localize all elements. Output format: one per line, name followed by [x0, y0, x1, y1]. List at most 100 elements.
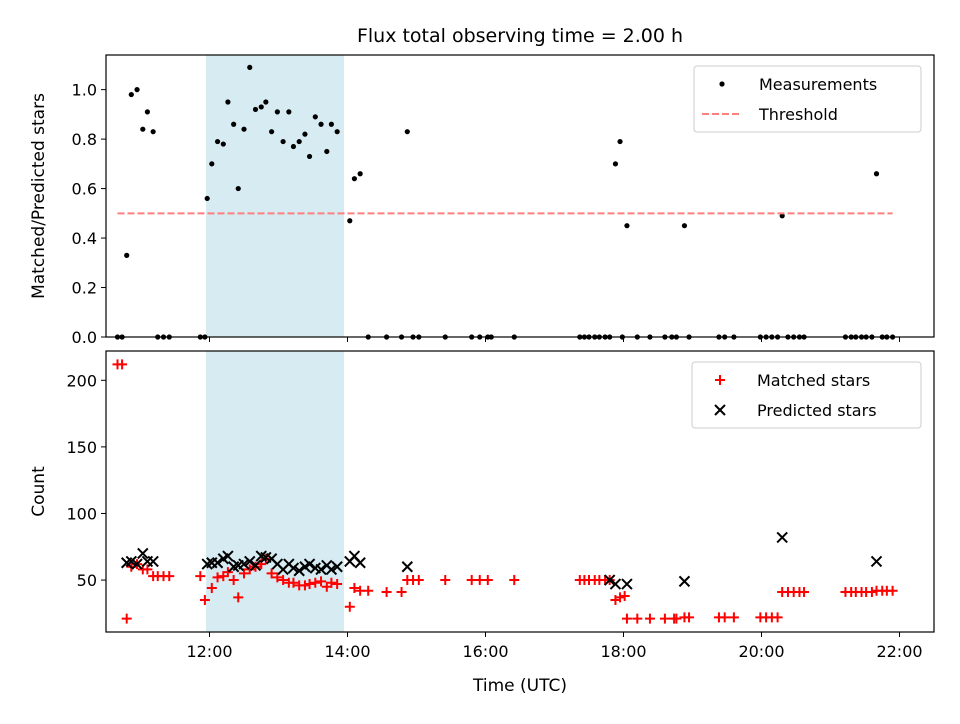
y-tick-label: 0.8: [72, 130, 97, 149]
measurement-point: [324, 148, 330, 155]
matched-star-marker: [228, 575, 239, 586]
matched-star-marker: [482, 575, 493, 586]
matched-star-marker: [266, 568, 277, 579]
legend-label: Matched stars: [757, 371, 870, 390]
panel-2: 50 100 150 200 12:00 14:00 16:00 18:00 20:00 22:0…: [29, 350, 935, 696]
predicted-star-marker: [222, 550, 234, 562]
matched-star-marker: [142, 564, 153, 575]
matched-star-marker: [332, 579, 343, 590]
axes-frame: [105, 54, 935, 338]
measurement-point: [779, 213, 785, 219]
series-cross: [120, 531, 883, 590]
legend-box: [691, 361, 922, 429]
matched-star-marker: [619, 591, 630, 602]
measurement-point: [150, 129, 156, 135]
y-axis-label: Count: [29, 466, 49, 517]
predicted-star-marker: [354, 557, 366, 569]
measurement-point: [225, 99, 231, 105]
measurement-point: [302, 131, 308, 137]
measurement-point: [306, 153, 313, 160]
matched-star-marker: [799, 587, 810, 598]
matched-star-marker: [206, 583, 217, 594]
predicted-star-marker: [776, 531, 788, 544]
series-plus: [112, 359, 898, 624]
x-tick-label: 14:00: [324, 642, 370, 661]
predicted-star-marker: [125, 555, 138, 568]
measurement-point: [274, 109, 280, 115]
x-tick-label: 20:00: [738, 642, 784, 661]
predicted-star-marker: [249, 559, 262, 572]
predicted-star-marker: [131, 558, 143, 570]
measurement-point: [269, 129, 275, 135]
measurement-point: [231, 121, 237, 127]
measurement-point: [263, 99, 269, 105]
panel-1: 0.0 0.2 0.4 0.6 0.8 1.0 Flux total observing t…: [29, 25, 935, 347]
matched-star-marker: [644, 613, 655, 624]
y-tick-label: 1.0: [72, 81, 97, 100]
predicted-star-marker: [137, 547, 149, 560]
chart-title: Flux total observing time = 2.00 h: [357, 25, 683, 47]
matched-star-marker: [288, 577, 299, 588]
y-tick-label: 200: [66, 371, 97, 390]
predicted-star-marker: [211, 557, 224, 569]
matched-star-marker: [272, 572, 283, 583]
legend-label: Threshold: [758, 105, 838, 124]
y-axis-label: Matched/Predicted stars: [29, 93, 49, 299]
predicted-star-marker: [303, 558, 316, 570]
measurement-point: [296, 138, 302, 145]
axes-frame: [105, 350, 935, 633]
matched-star-marker: [719, 612, 730, 623]
matched-star-marker: [199, 595, 210, 606]
legend-label: Measurements: [759, 75, 877, 94]
observing-window-span: [206, 55, 345, 337]
matched-star-marker: [363, 585, 374, 596]
matched-star-marker: [164, 571, 175, 582]
measurement-point: [873, 171, 880, 177]
predicted-star-marker: [147, 555, 159, 568]
measurement-point: [247, 64, 253, 70]
measurement-point: [235, 185, 241, 192]
matched-star-marker: [396, 587, 407, 598]
legend-marker-matched: [715, 375, 725, 385]
measurement-point: [220, 141, 226, 147]
predicted-star-marker: [621, 578, 633, 590]
y-tick-label: 100: [66, 504, 97, 523]
matched-star-marker: [671, 613, 682, 624]
predicted-star-marker: [293, 565, 305, 577]
matched-star-marker: [326, 577, 337, 588]
y-tick-label: 0.6: [72, 180, 97, 199]
measurement-point: [404, 129, 410, 135]
measurement-point: [286, 109, 292, 115]
legend-box: [693, 65, 922, 133]
measurement-point: [280, 138, 286, 145]
measurement-point: [252, 106, 259, 113]
measurement-point: [290, 143, 297, 150]
x-tick-label: 18:00: [600, 642, 646, 661]
measurement-point: [258, 104, 264, 110]
predicted-star-marker: [244, 555, 256, 568]
y-tick-label: 150: [66, 438, 97, 457]
predicted-star-marker: [603, 574, 616, 586]
measurement-point: [351, 176, 357, 182]
legend-marker-measurements: [719, 81, 725, 87]
matched-star-marker: [440, 575, 451, 586]
predicted-star-marker: [287, 562, 300, 574]
matched-star-marker: [659, 613, 670, 624]
matched-star-marker: [233, 592, 244, 603]
predicted-star-marker: [678, 575, 691, 588]
matched-star-marker: [117, 359, 128, 370]
matched-star-marker: [632, 613, 643, 624]
predicted-star-marker: [401, 561, 414, 573]
matched-star-marker: [299, 580, 310, 591]
measurement-point: [204, 195, 210, 202]
predicted-star-marker: [331, 561, 343, 573]
measurement-point: [134, 87, 140, 93]
y-tick-label: 0.2: [72, 279, 97, 298]
matched-star-marker: [239, 568, 249, 579]
measurement-point: [617, 138, 623, 145]
matched-star-marker: [866, 587, 877, 598]
matched-star-marker: [621, 613, 632, 624]
x-axis-label: Time (UTC): [472, 676, 567, 696]
matched-star-marker: [728, 612, 739, 623]
